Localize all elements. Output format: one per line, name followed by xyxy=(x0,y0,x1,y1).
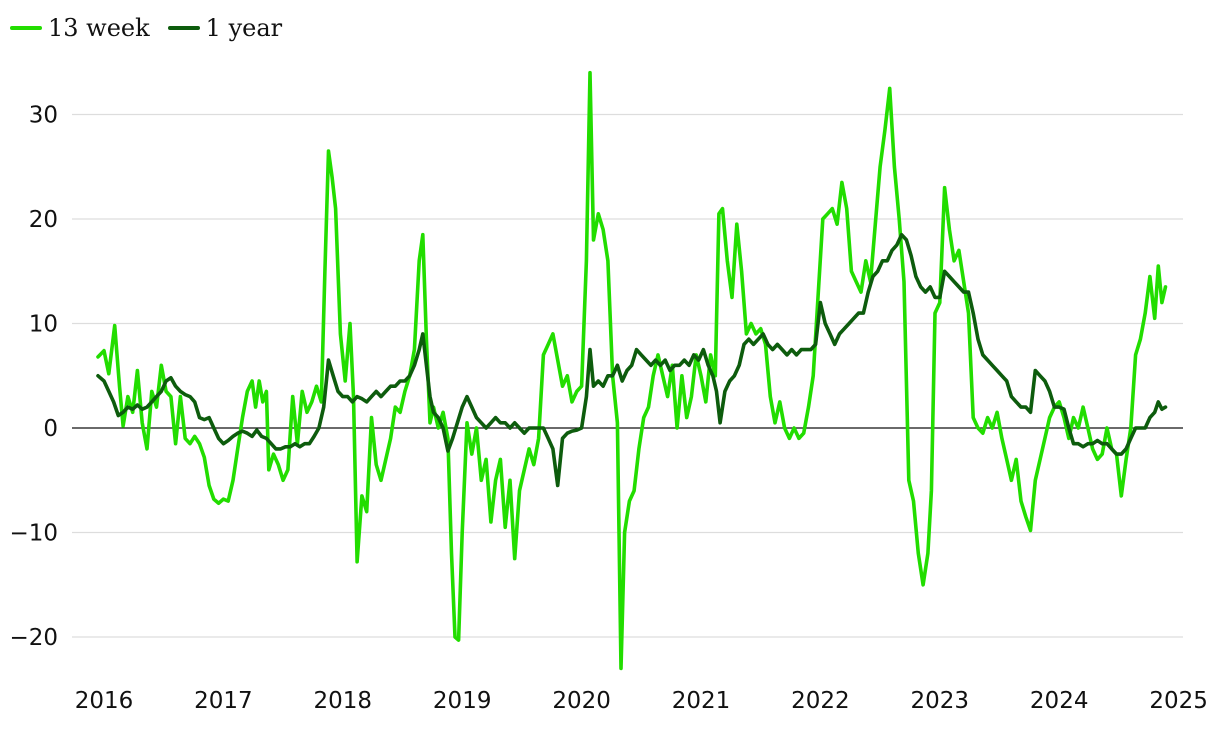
y-tick-label: −10 xyxy=(9,521,58,547)
legend-swatch-1-year xyxy=(167,26,200,30)
x-tick-label: 2018 xyxy=(314,688,373,714)
x-tick-label: 2020 xyxy=(552,688,611,714)
y-tick-label: 30 xyxy=(29,103,58,129)
y-tick-label: 20 xyxy=(29,207,58,233)
legend-item-1-year: 1 year xyxy=(167,14,283,42)
y-axis: −20 −10 0 10 20 30 xyxy=(9,103,58,652)
y-tick-label: 10 xyxy=(29,312,58,338)
legend-item-13-week: 13 week xyxy=(10,14,150,42)
gridlines xyxy=(72,113,1183,638)
legend-swatch-13-week xyxy=(10,26,42,30)
x-tick-label: 2017 xyxy=(194,688,253,714)
y-tick-label: −20 xyxy=(9,625,58,651)
x-tick-label: 2019 xyxy=(433,688,492,714)
series-line-1-year xyxy=(96,232,1168,488)
legend-label-13-week: 13 week xyxy=(48,14,150,42)
y-tick-label: 0 xyxy=(43,416,58,442)
x-axis: 2016 2017 2018 2019 2020 2021 2022 2023 2024 2025 xyxy=(75,688,1208,714)
series-lines xyxy=(96,70,1168,671)
series-line-13-week xyxy=(96,70,1168,671)
legend-label-1-year: 1 year xyxy=(205,14,283,42)
x-tick-label: 2016 xyxy=(75,688,134,714)
legend: 13 week 1 year xyxy=(10,14,282,42)
x-tick-label: 2021 xyxy=(672,688,731,714)
x-tick-label: 2022 xyxy=(791,688,850,714)
x-tick-label: 2024 xyxy=(1030,688,1089,714)
x-tick-label: 2023 xyxy=(911,688,970,714)
x-tick-label: 2025 xyxy=(1149,688,1208,714)
